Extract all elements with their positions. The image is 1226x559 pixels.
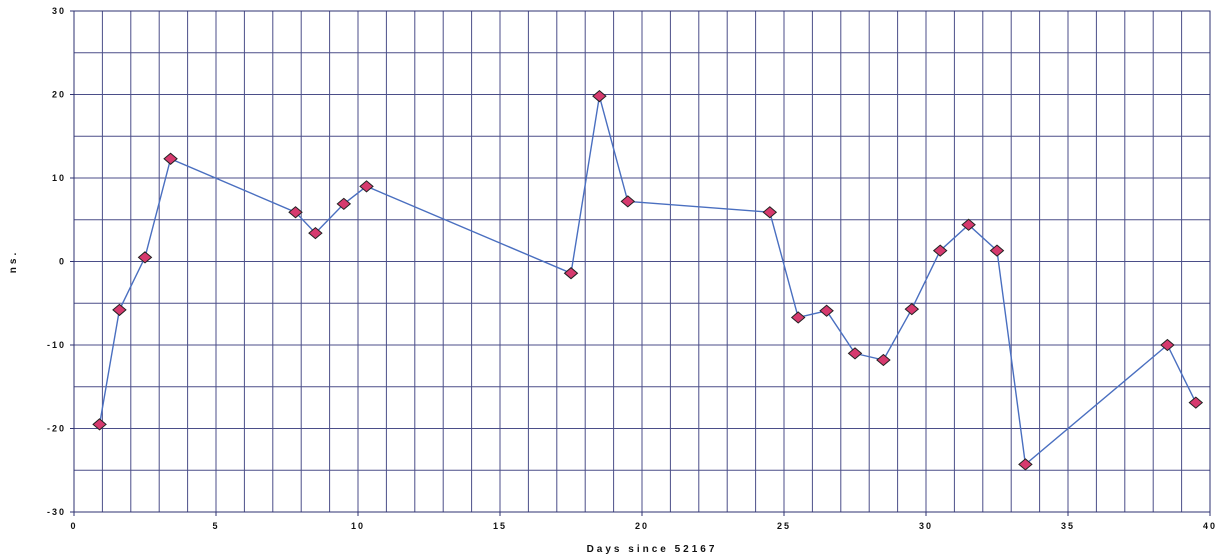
data-point-marker bbox=[932, 244, 948, 257]
data-point-marker bbox=[1018, 458, 1033, 471]
y-axis-title: ns. bbox=[8, 250, 19, 273]
data-point-marker bbox=[790, 311, 806, 324]
y-tick-label: 10 bbox=[52, 173, 66, 183]
data-point-marker bbox=[308, 226, 323, 240]
y-tick-label: -30 bbox=[47, 507, 66, 517]
y-tick-label: 30 bbox=[52, 6, 66, 16]
series-line bbox=[98, 96, 1197, 466]
y-tick-label: -10 bbox=[47, 340, 66, 350]
data-point-marker bbox=[762, 206, 778, 219]
data-point-marker bbox=[961, 218, 976, 231]
x-tick-label: 30 bbox=[919, 521, 933, 531]
y-tick-label: -20 bbox=[47, 424, 66, 434]
data-point-marker bbox=[288, 206, 303, 219]
x-tick-label: 0 bbox=[70, 521, 77, 531]
x-tick-label: 20 bbox=[635, 521, 649, 531]
data-point-marker bbox=[92, 418, 107, 431]
x-tick-label: 10 bbox=[351, 521, 365, 531]
y-tick-label: 0 bbox=[59, 257, 66, 267]
data-point-marker bbox=[112, 303, 127, 317]
data-point-marker bbox=[592, 90, 607, 103]
data-point-marker bbox=[876, 353, 891, 367]
data-point-marker bbox=[989, 244, 1005, 257]
x-axis-ticks: 0 5 10 15 20 25 30 35 40 bbox=[70, 512, 1217, 531]
data-point-marker bbox=[819, 304, 834, 317]
data-point-marker bbox=[359, 180, 374, 193]
x-tick-label: 35 bbox=[1061, 521, 1075, 531]
data-point-marker bbox=[137, 251, 153, 264]
chart-gridlines bbox=[74, 11, 1210, 512]
x-axis-title: Days since 52167 bbox=[587, 544, 718, 555]
data-point-marker bbox=[904, 302, 920, 316]
data-point-marker bbox=[563, 267, 579, 280]
x-tick-label: 5 bbox=[212, 521, 219, 531]
data-point-marker bbox=[163, 152, 178, 165]
x-tick-label: 15 bbox=[493, 521, 507, 531]
y-axis-ticks: 30 20 10 0 -10 -20 -30 bbox=[47, 6, 74, 517]
x-tick-label: 40 bbox=[1203, 521, 1217, 531]
series-markers bbox=[92, 90, 1204, 471]
data-point-marker bbox=[847, 347, 863, 360]
data-point-marker bbox=[336, 197, 352, 211]
data-point-marker bbox=[620, 195, 636, 208]
data-point-marker bbox=[1188, 396, 1204, 409]
y-tick-label: 20 bbox=[52, 90, 66, 100]
x-tick-label: 25 bbox=[777, 521, 791, 531]
data-point-marker bbox=[1160, 338, 1175, 352]
